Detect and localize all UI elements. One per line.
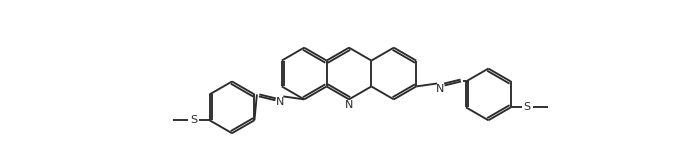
Text: S: S — [524, 102, 530, 112]
Text: N: N — [276, 97, 285, 107]
Text: N: N — [345, 100, 353, 110]
Text: N: N — [436, 84, 445, 94]
Text: S: S — [190, 115, 198, 125]
